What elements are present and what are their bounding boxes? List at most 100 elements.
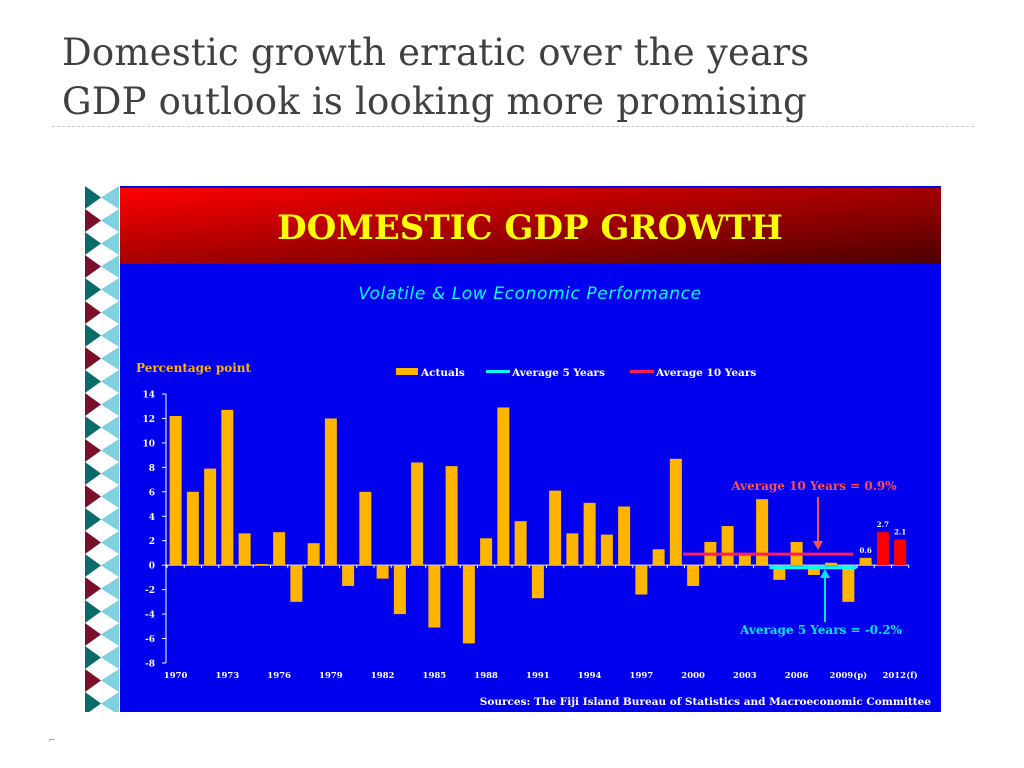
- y-tick-label: -8: [145, 660, 155, 670]
- border-triangle-dark: [85, 370, 101, 393]
- bar-1975: [255, 563, 268, 566]
- bar-1992: [549, 490, 562, 566]
- bar-1983: [393, 565, 406, 615]
- bar-1979: [324, 418, 337, 566]
- y-tick-label: 10: [142, 439, 155, 449]
- title-divider: [52, 126, 974, 127]
- bar-1976: [273, 532, 286, 566]
- bar-2004: [756, 499, 769, 566]
- border-triangle-dark: [85, 692, 101, 712]
- border-triangle-light: [101, 347, 119, 370]
- bar-2000: [687, 565, 700, 586]
- border-triangle-light: [101, 370, 119, 393]
- y-tick-label: 14: [142, 391, 155, 401]
- bar-2002: [721, 526, 734, 566]
- decorative-border-strip: [84, 186, 120, 712]
- annotation-average-10-years: Average 10 Years = 0.9%: [730, 479, 897, 493]
- border-triangle-light: [101, 209, 119, 232]
- legend-swatch-actuals: [396, 368, 418, 375]
- bar-1988: [480, 538, 493, 566]
- x-tick-label: 2003: [733, 671, 757, 681]
- chart-header-band: [120, 188, 941, 264]
- bar-1980: [342, 565, 355, 586]
- chart-header-title: DOMESTIC GDP GROWTH: [277, 208, 783, 248]
- border-triangle-light: [101, 554, 119, 577]
- border-triangle-dark: [85, 439, 101, 462]
- border-triangle-dark: [85, 255, 101, 278]
- border-triangle-dark: [85, 508, 101, 531]
- chart-source-note: Sources: The Fiji Island Bureau of Stati…: [480, 696, 932, 708]
- data-label-2012(f): 2.1: [894, 528, 906, 537]
- bar-1982: [376, 565, 389, 579]
- bar-1989: [497, 407, 510, 566]
- y-axis: 14 12 10 8 6 4 2 0 -2 -4 -6 -8: [142, 391, 167, 670]
- y-tick-label: -6: [145, 635, 155, 645]
- border-triangle-dark: [85, 531, 101, 554]
- border-triangle-light: [101, 531, 119, 554]
- border-triangle-light: [101, 439, 119, 462]
- bar-2003: [738, 552, 751, 566]
- border-triangle-light: [101, 462, 119, 485]
- bar-1995: [600, 534, 613, 566]
- bar-1972: [204, 468, 217, 566]
- border-triangle-dark: [85, 278, 101, 301]
- legend-label: Average 10 Years: [655, 367, 756, 379]
- annotation-average-5-years: Average 5 Years = -0.2%: [739, 623, 903, 637]
- bar-2007: [807, 565, 820, 575]
- bar-1981: [359, 491, 372, 566]
- border-triangle-dark: [85, 324, 101, 347]
- border-triangle-dark: [85, 554, 101, 577]
- bar-1998: [652, 549, 665, 566]
- border-triangle-light: [101, 324, 119, 347]
- bar-1993: [566, 533, 579, 566]
- annotation-arrowhead-5-years: [820, 569, 830, 578]
- y-tick-label: 2: [149, 537, 155, 547]
- slide-title-line-2: GDP outlook is looking more promising: [62, 80, 807, 123]
- border-triangle-dark: [85, 623, 101, 646]
- bar-1984: [411, 462, 424, 566]
- y-tick-label: 12: [142, 415, 155, 425]
- y-tick-label: -4: [145, 611, 155, 621]
- bar-2011: [876, 532, 889, 566]
- border-triangle-light: [101, 255, 119, 278]
- x-tick-label: 2012(f): [882, 670, 917, 681]
- border-triangle-dark: [85, 393, 101, 416]
- bar-1990: [514, 521, 527, 566]
- slide-title: Domestic growth erratic over the years G…: [62, 28, 809, 126]
- y-tick-label: 6: [149, 488, 155, 498]
- x-tick-label: 1985: [423, 671, 447, 681]
- border-triangle-light: [101, 416, 119, 439]
- gdp-growth-chart: DOMESTIC GDP GROWTH Volatile & Low Econo…: [84, 186, 941, 712]
- bar-1986: [445, 466, 458, 566]
- border-triangle-light: [101, 508, 119, 531]
- average-annotations: Average 10 Years = 0.9% Average 5 Years =…: [730, 479, 902, 637]
- x-tick-label: 2009(p): [830, 670, 868, 681]
- border-triangle-light: [101, 669, 119, 692]
- border-triangle-light: [101, 646, 119, 669]
- bar-1987: [462, 565, 475, 644]
- legend-label: Actuals: [420, 367, 465, 379]
- bar-1973: [221, 409, 234, 566]
- bar-1974: [238, 533, 251, 566]
- data-labels: 0.6 2.7 2.1: [860, 520, 907, 555]
- bar-1978: [307, 543, 320, 566]
- x-tick-label: 1982: [371, 671, 395, 681]
- y-tick-label: 0: [149, 562, 155, 572]
- x-tick-label: 1970: [164, 671, 188, 681]
- x-tick-label: 2000: [681, 671, 705, 681]
- chart-subtitle: Volatile & Low Economic Performance: [358, 284, 701, 304]
- border-triangle-dark: [85, 347, 101, 370]
- border-triangle-dark: [85, 577, 101, 600]
- average-lines: [683, 552, 857, 570]
- border-triangle-dark: [85, 301, 101, 324]
- border-triangle-light: [101, 577, 119, 600]
- data-label-2010: 0.6: [860, 546, 872, 555]
- bar-1971: [186, 491, 199, 566]
- bar-1994: [583, 502, 596, 566]
- border-triangle-dark: [85, 669, 101, 692]
- border-triangle-light: [101, 623, 119, 646]
- chart-legend: Actuals Average 5 Years Average 10 Years: [396, 367, 756, 379]
- legend-label: Average 5 Years: [511, 367, 605, 379]
- border-triangle-dark: [85, 462, 101, 485]
- bar-2009(p): [842, 565, 855, 602]
